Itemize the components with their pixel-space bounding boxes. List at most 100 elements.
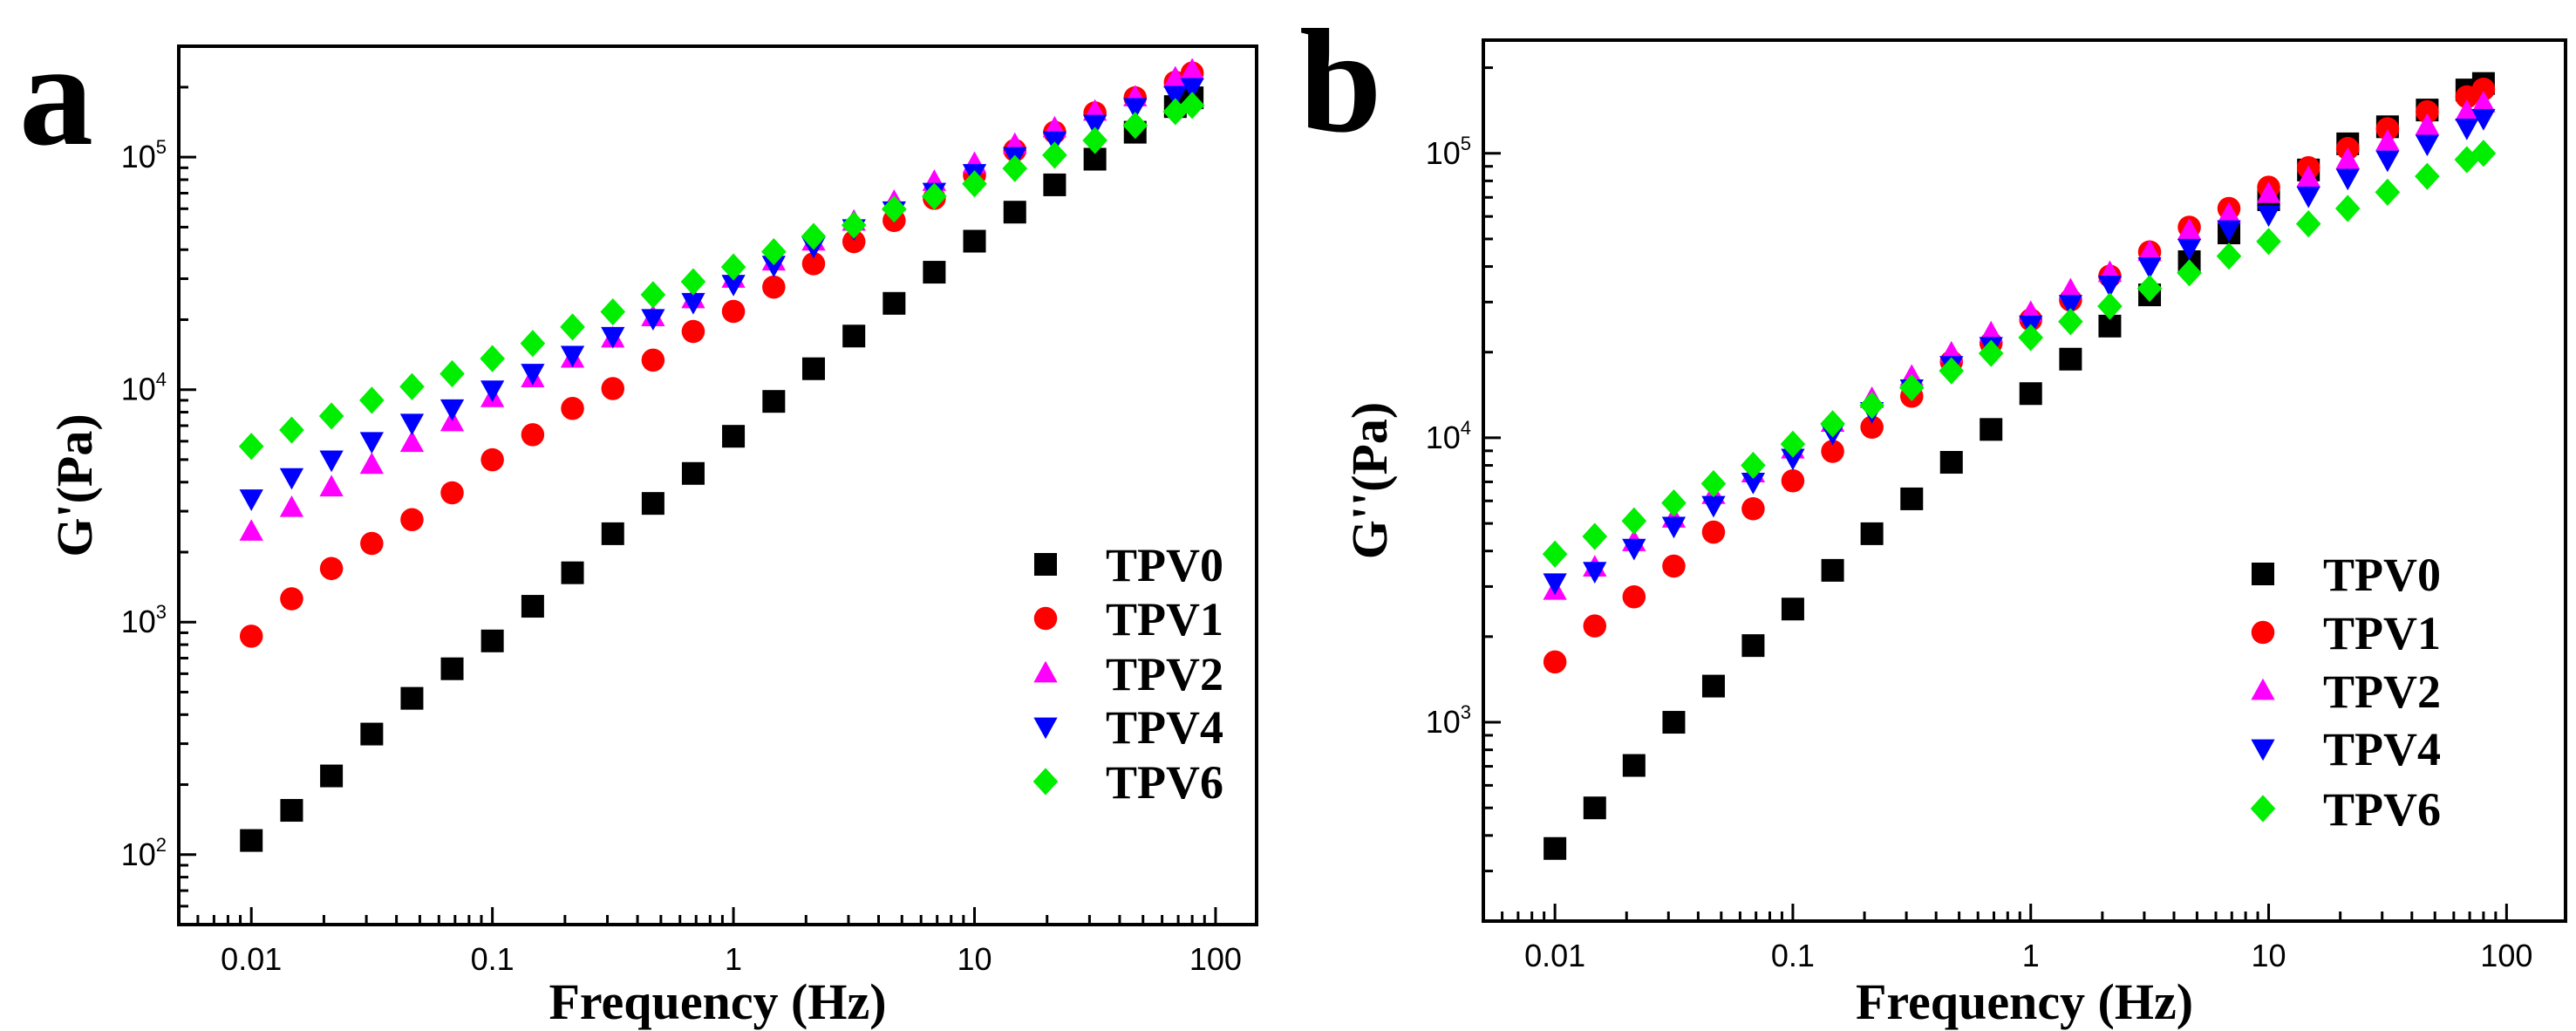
series-tpv0 [240,86,1204,852]
y-tick-label: 103 [121,601,167,639]
data-point-tpv0 [280,799,303,823]
data-point-tpv0 [923,261,946,284]
data-point-tpv6 [2415,162,2440,190]
y-tick-base: 10 [121,372,156,407]
data-point-tpv0 [440,657,464,680]
legend-label: TPV0 [2323,549,2441,601]
data-point-tpv6 [1978,339,2004,367]
legend-label: TPV1 [2323,607,2441,659]
data-point-tpv2 [2296,165,2320,188]
data-point-tpv6 [640,281,666,309]
data-point-tpv2 [359,452,384,475]
x-tick-label: 10 [957,941,992,977]
series-tpv6 [238,92,1205,461]
data-point-tpv1 [681,319,705,344]
data-point-tpv2 [2137,239,2162,262]
data-point-tpv4 [1781,448,1805,471]
legend-marker-tpv0 [2252,563,2274,585]
data-point-tpv4 [2455,119,2479,140]
legend-marker-tpv0 [1034,553,1057,576]
data-point-tpv4 [2058,295,2083,317]
data-point-tpv0 [1900,487,1924,510]
data-point-tpv0 [681,461,705,485]
series-tpv2 [239,58,1204,541]
data-point-tpv6 [922,182,947,210]
data-point-tpv1 [1543,650,1567,674]
data-point-tpv6 [1780,430,1806,458]
data-point-tpv2 [239,519,263,541]
data-point-tpv6 [2136,275,2163,303]
data-point-tpv6 [2334,195,2361,222]
data-point-tpv0 [963,229,986,253]
data-point-tpv6 [1661,489,1687,517]
data-point-tpv6 [2216,242,2242,270]
y-tick-exponent: 3 [1461,701,1471,723]
data-point-tpv4 [2335,168,2360,191]
data-point-tpv0 [561,561,584,584]
data-point-tpv6 [440,359,465,388]
legend-label: TPV4 [1106,701,1223,754]
data-point-tpv6 [399,372,425,400]
plot-frame [177,44,1258,926]
data-point-tpv2 [2415,113,2440,135]
data-point-tpv0 [240,829,263,852]
data-point-tpv2 [1163,65,1188,88]
data-point-tpv6 [761,237,787,266]
data-point-tpv4 [761,256,786,277]
data-point-tpv4 [2256,205,2281,228]
data-point-tpv6 [2256,228,2281,256]
y-tick-exponent: 5 [1461,133,1471,154]
data-point-tpv1 [360,531,384,556]
data-point-tpv6 [1700,469,1727,498]
y-tick-base: 10 [1426,704,1461,740]
data-point-tpv2 [2455,99,2479,121]
data-point-tpv0 [1701,674,1725,698]
data-point-tpv4 [721,275,746,297]
data-point-tpv0 [801,357,825,380]
data-point-tpv4 [560,345,585,368]
y-tick-base: 10 [121,836,156,872]
data-point-tpv1 [1622,584,1646,609]
data-point-tpv1 [2416,99,2439,124]
series-tpv4 [1543,108,2496,596]
data-point-tpv6 [962,170,987,198]
series-tpv6 [1542,140,2497,568]
legend-marker-tpv6 [2250,795,2276,823]
y-tick-exponent: 3 [156,601,167,623]
data-point-tpv4 [2296,186,2320,208]
data-point-tpv1 [1701,520,1726,544]
data-point-tpv1 [801,252,826,276]
data-point-tpv0 [1544,836,1567,860]
data-point-tpv0 [883,291,906,315]
data-point-tpv1 [762,275,786,299]
data-point-tpv4 [1163,85,1188,108]
data-point-tpv2 [2256,181,2281,203]
data-point-tpv4 [1701,495,1726,518]
data-point-tpv6 [720,253,746,281]
data-point-tpv6 [1582,522,1608,550]
data-point-tpv0 [1821,558,1844,582]
x-tick-label: 1 [2022,938,2040,973]
data-point-tpv2 [2375,128,2400,151]
data-point-tpv6 [1179,92,1205,119]
x-tick-label: 0.1 [471,941,515,977]
y-tick-base: 10 [121,604,156,639]
data-point-tpv4 [440,399,465,421]
data-point-tpv1 [521,423,545,447]
data-point-tpv1 [319,556,344,581]
data-point-tpv1 [561,397,584,420]
data-point-tpv1 [1662,554,1686,578]
data-point-tpv0 [360,722,384,746]
data-point-tpv0 [1003,201,1026,224]
y-tick-base: 10 [1426,135,1461,171]
data-point-tpv1 [2471,78,2496,101]
data-point-tpv1 [400,508,424,531]
data-point-tpv4 [681,292,705,315]
data-point-tpv0 [2059,347,2082,371]
data-point-tpv0 [1781,597,1804,621]
data-point-tpv6 [1939,357,1965,385]
data-point-tpv2 [1180,58,1204,80]
data-point-tpv6 [560,313,585,341]
